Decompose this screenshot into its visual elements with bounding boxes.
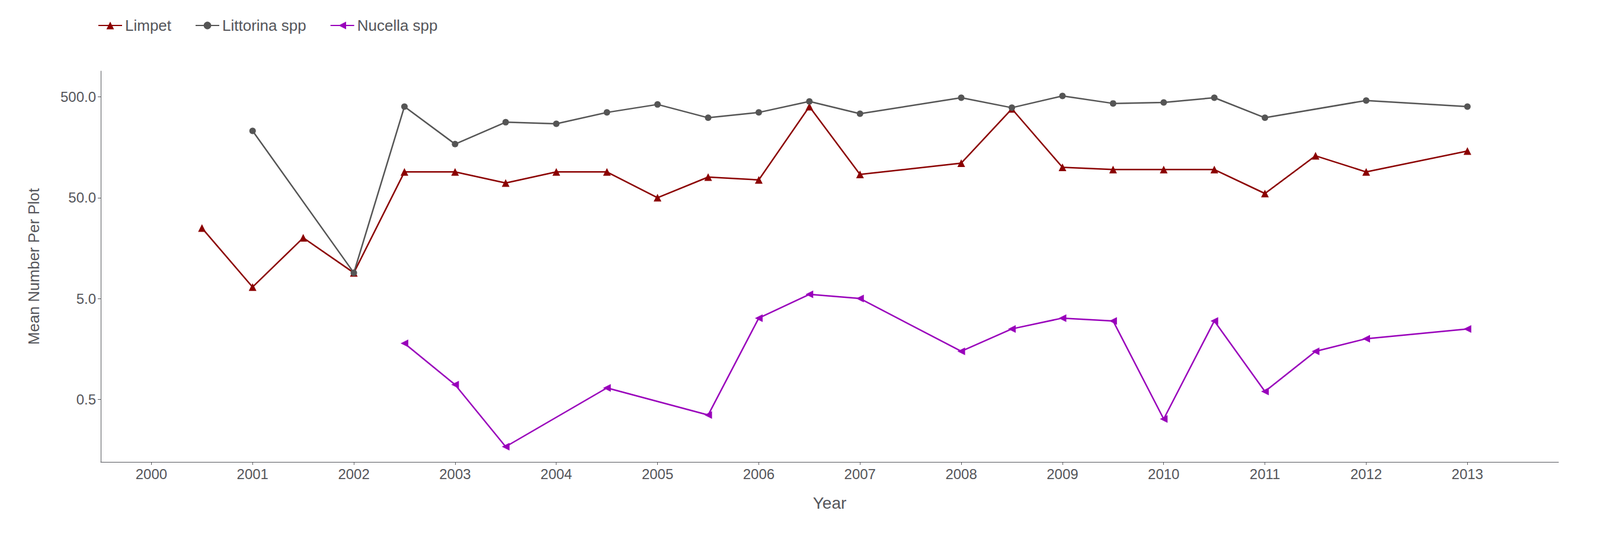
svg-text:2007: 2007 [844, 466, 876, 483]
svg-text:50.0: 50.0 [68, 189, 96, 206]
svg-text:5.0: 5.0 [76, 290, 96, 307]
svg-text:Nucella spp: Nucella spp [357, 16, 438, 35]
svg-text:Mean Number Per Plot: Mean Number Per Plot [24, 187, 43, 345]
svg-text:2000: 2000 [135, 466, 168, 483]
svg-text:2011: 2011 [1249, 466, 1281, 483]
svg-text:Limpet: Limpet [125, 16, 172, 35]
svg-text:500.0: 500.0 [60, 88, 96, 105]
svg-text:2009: 2009 [1046, 466, 1078, 483]
svg-text:2013: 2013 [1451, 466, 1484, 483]
svg-text:2001: 2001 [237, 466, 269, 483]
svg-text:2012: 2012 [1350, 466, 1382, 483]
svg-text:2010: 2010 [1147, 466, 1180, 483]
svg-text:2008: 2008 [945, 466, 977, 483]
svg-text:Year: Year [813, 494, 847, 513]
svg-text:Littorina spp: Littorina spp [222, 16, 307, 35]
svg-text:2005: 2005 [641, 466, 674, 483]
svg-text:2004: 2004 [540, 466, 572, 483]
svg-text:0.5: 0.5 [76, 391, 96, 408]
svg-text:2006: 2006 [743, 466, 775, 483]
svg-text:2002: 2002 [337, 466, 370, 483]
svg-text:2003: 2003 [439, 466, 471, 483]
